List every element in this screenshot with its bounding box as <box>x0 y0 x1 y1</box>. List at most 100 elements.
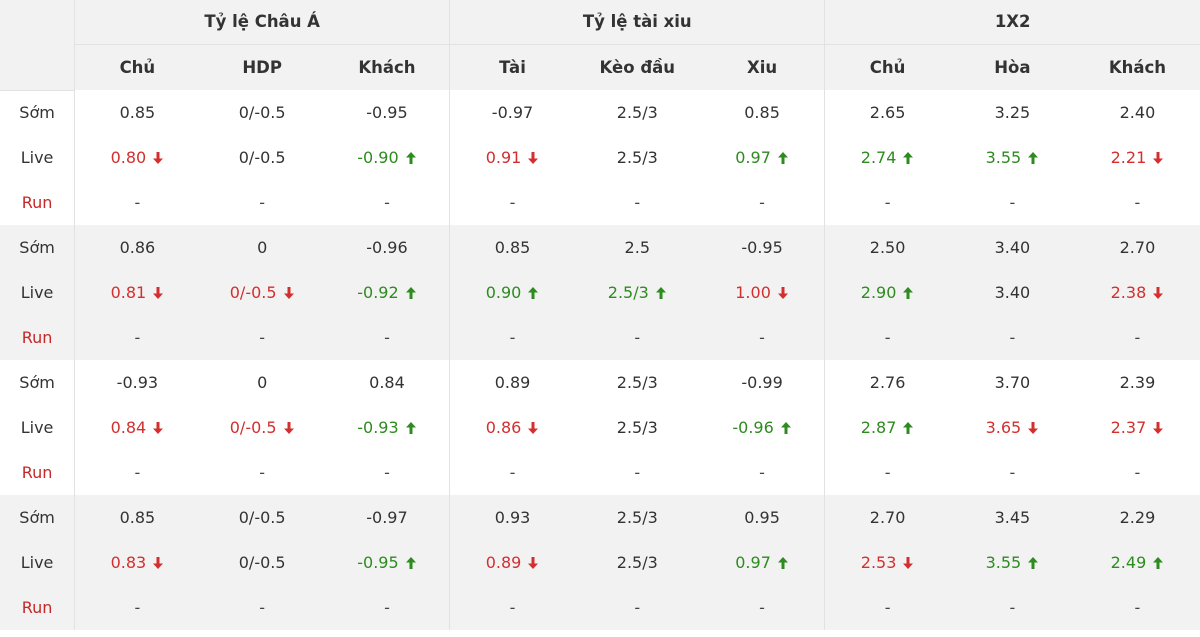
odds-row-early: Sớm 0.85 0/-0.5 -0.97 0.93 2.5/3 0.95 2.70 3.45 2… <box>0 495 1200 540</box>
odds-value-wrap: 2.38 <box>1111 283 1165 302</box>
odds-value: - <box>509 328 516 347</box>
odds-value: 2.5/3 <box>616 553 658 572</box>
odds-cell-home: -0.93 <box>75 360 200 405</box>
odds-value-wrap: 0/-0.5 <box>239 508 286 527</box>
odds-value-wrap: - <box>885 328 891 347</box>
odds-value: - <box>509 598 516 617</box>
odds-cell-home: 0.86 <box>74 225 200 270</box>
odds-row-live: Live 0.80 0/-0.5 -0.90 0.91 2.5/3 0.97 2.74 3.55… <box>0 135 1200 180</box>
odds-value: - <box>1009 463 1016 482</box>
odds-cell-1x2-away: - <box>1075 180 1200 225</box>
odds-value: - <box>884 463 891 482</box>
odds-value: 0.85 <box>119 103 156 122</box>
odds-value: -0.93 <box>357 418 399 437</box>
arrow-up-icon <box>527 286 539 300</box>
odds-value: - <box>384 328 390 347</box>
arrow-up-icon <box>1027 151 1039 165</box>
odds-value: 2.5/3 <box>616 103 658 122</box>
odds-cell-draw: - <box>949 585 1075 630</box>
odds-cell-away: - <box>324 315 451 360</box>
subheader-over: Tài <box>449 44 575 90</box>
odds-value-wrap: 0.84 <box>369 373 405 392</box>
odds-value: - <box>384 463 390 482</box>
odds-value-wrap: 3.40 <box>995 238 1031 257</box>
odds-cell-under: 0.97 <box>699 135 826 180</box>
row-label-run: Run <box>0 585 76 630</box>
odds-value-wrap: 0.85 <box>120 103 156 122</box>
odds-cell-over: - <box>449 315 575 360</box>
odds-value-wrap: - <box>259 598 265 617</box>
odds-value: - <box>884 598 891 617</box>
odds-value: 0.91 <box>485 148 522 167</box>
row-label-run: Run <box>0 450 76 495</box>
odds-value: 2.39 <box>1119 373 1156 392</box>
odds-value-wrap: 3.25 <box>995 103 1031 122</box>
odds-value-wrap: - <box>384 598 390 617</box>
arrow-up-icon <box>777 556 789 570</box>
odds-value: 0.85 <box>494 238 531 257</box>
odds-value-wrap: 3.40 <box>995 283 1031 302</box>
odds-row-run: Run - - - - - - - - - <box>0 450 1200 495</box>
odds-value-wrap: 0.95 <box>744 508 780 527</box>
odds-cell-1x2-home: - <box>825 450 950 495</box>
odds-value-wrap: 2.87 <box>861 418 915 437</box>
odds-value-wrap: 0.90 <box>486 283 540 302</box>
odds-value-wrap: - <box>510 463 516 482</box>
subheader-home: Chủ <box>74 44 200 90</box>
odds-value-wrap: - <box>1009 598 1015 617</box>
odds-value: 0.86 <box>485 418 522 437</box>
odds-cell-under: - <box>699 450 826 495</box>
odds-value: - <box>259 463 266 482</box>
odds-value: 2.70 <box>869 508 906 527</box>
arrow-up-icon <box>405 556 417 570</box>
odds-cell-1x2-away: 2.29 <box>1074 495 1200 540</box>
odds-cell-hdp: - <box>200 180 325 225</box>
odds-value: - <box>509 193 516 212</box>
odds-value: - <box>759 328 765 347</box>
odds-cell-line: 2.5/3 <box>574 495 700 540</box>
odds-value-wrap: 2.40 <box>1120 103 1156 122</box>
odds-cell-away: -0.97 <box>324 495 451 540</box>
arrow-up-icon <box>902 286 914 300</box>
odds-value-wrap: 3.45 <box>995 508 1031 527</box>
odds-cell-1x2-home: 2.87 <box>825 405 950 450</box>
arrow-up-icon <box>902 151 914 165</box>
odds-value: 2.49 <box>1110 553 1147 572</box>
odds-cell-hdp: - <box>200 450 325 495</box>
odds-value-wrap: -0.99 <box>741 373 782 392</box>
odds-cell-under: 0.85 <box>699 90 826 135</box>
odds-cell-line: - <box>575 450 700 495</box>
odds-value: 0.85 <box>119 508 156 527</box>
odds-cell-line: 2.5/3 <box>575 135 700 180</box>
odds-cell-under: -0.95 <box>699 225 826 270</box>
subheader-away: Khách <box>324 44 451 90</box>
odds-value-wrap: 0.85 <box>744 103 780 122</box>
odds-value: - <box>884 328 891 347</box>
odds-value-wrap: -0.97 <box>366 508 407 527</box>
odds-value-wrap: - <box>885 193 891 212</box>
odds-cell-line: - <box>575 180 700 225</box>
row-label-live: Live <box>0 135 76 180</box>
subheader-hdp: HDP <box>199 44 325 90</box>
odds-value-wrap: 2.65 <box>870 103 906 122</box>
odds-cell-1x2-home: 2.50 <box>824 225 950 270</box>
odds-cell-1x2-home: 2.74 <box>825 135 950 180</box>
odds-cell-away: -0.96 <box>324 225 451 270</box>
odds-value: 0.89 <box>485 553 522 572</box>
odds-cell-away: - <box>324 585 451 630</box>
odds-value: 2.29 <box>1119 508 1156 527</box>
odds-cell-away: 0.84 <box>324 360 451 405</box>
odds-cell-line: 2.5/3 <box>575 360 700 405</box>
odds-value-wrap: 2.5/3 <box>608 283 667 302</box>
odds-value-wrap: 0.93 <box>495 508 531 527</box>
odds-cell-home: 0.81 <box>74 270 200 315</box>
odds-value-wrap: - <box>634 463 640 482</box>
odds-value: -0.93 <box>116 373 159 392</box>
odds-cell-draw: 3.25 <box>950 90 1075 135</box>
arrow-down-icon <box>902 556 914 570</box>
odds-cell-over: 0.85 <box>449 225 575 270</box>
odds-cell-hdp: 0/-0.5 <box>199 540 325 585</box>
odds-value: 2.38 <box>1110 283 1147 302</box>
odds-cell-1x2-home: 2.90 <box>824 270 950 315</box>
